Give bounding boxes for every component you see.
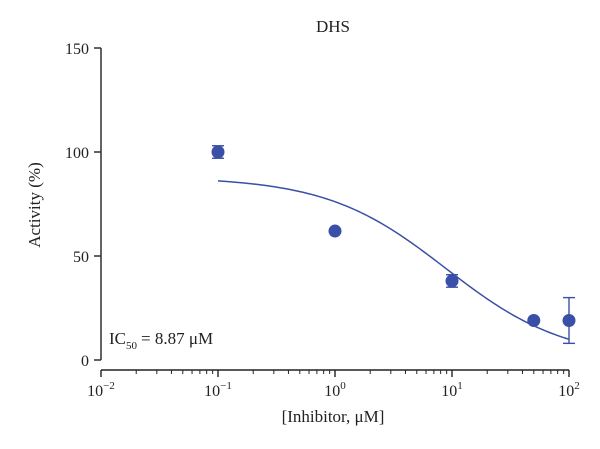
data-point	[211, 145, 225, 159]
x-tick-exponent: −2	[103, 380, 115, 392]
y-tick-label: 0	[81, 353, 89, 370]
data-point	[527, 313, 541, 327]
chart-title: DHS	[316, 17, 350, 36]
x-tick-exponent: 1	[457, 380, 463, 392]
x-tick-label: 101	[441, 380, 463, 400]
ic50-annotation-value: = 8.87 μM	[141, 329, 213, 348]
x-axis-label: [Inhibitor, μM]	[282, 407, 385, 426]
x-tick-base: 10	[87, 383, 103, 400]
data-point	[328, 224, 342, 238]
y-tick-label: 150	[65, 41, 89, 58]
y-axis: 0 50 100 150	[65, 41, 102, 370]
x-tick-label: 10−1	[204, 380, 232, 400]
x-tick-base: 10	[558, 383, 574, 400]
x-tick-exponent: 2	[574, 380, 580, 392]
x-tick-base: 10	[204, 383, 220, 400]
x-tick-base: 10	[441, 383, 457, 400]
ic50-annotation-sub: 50	[126, 340, 138, 352]
ic50-annotation-main: IC	[109, 329, 126, 348]
x-tick-base: 10	[324, 383, 340, 400]
data-point	[562, 313, 576, 327]
y-tick-label: 50	[73, 249, 89, 266]
x-axis: 10−2 10−1 100 101 102	[87, 369, 580, 400]
x-tick-exponent: 0	[340, 380, 346, 392]
ic50-annotation: IC50 = 8.87 μM	[109, 329, 213, 352]
y-axis-label: Activity (%)	[25, 162, 44, 247]
data-point	[445, 274, 459, 288]
x-tick-exponent: −1	[220, 380, 232, 392]
x-tick-label: 10−2	[87, 380, 115, 400]
y-tick-label: 100	[65, 145, 89, 162]
x-tick-label: 102	[558, 380, 580, 400]
x-tick-label: 100	[324, 380, 346, 400]
fit-curve	[217, 180, 570, 341]
